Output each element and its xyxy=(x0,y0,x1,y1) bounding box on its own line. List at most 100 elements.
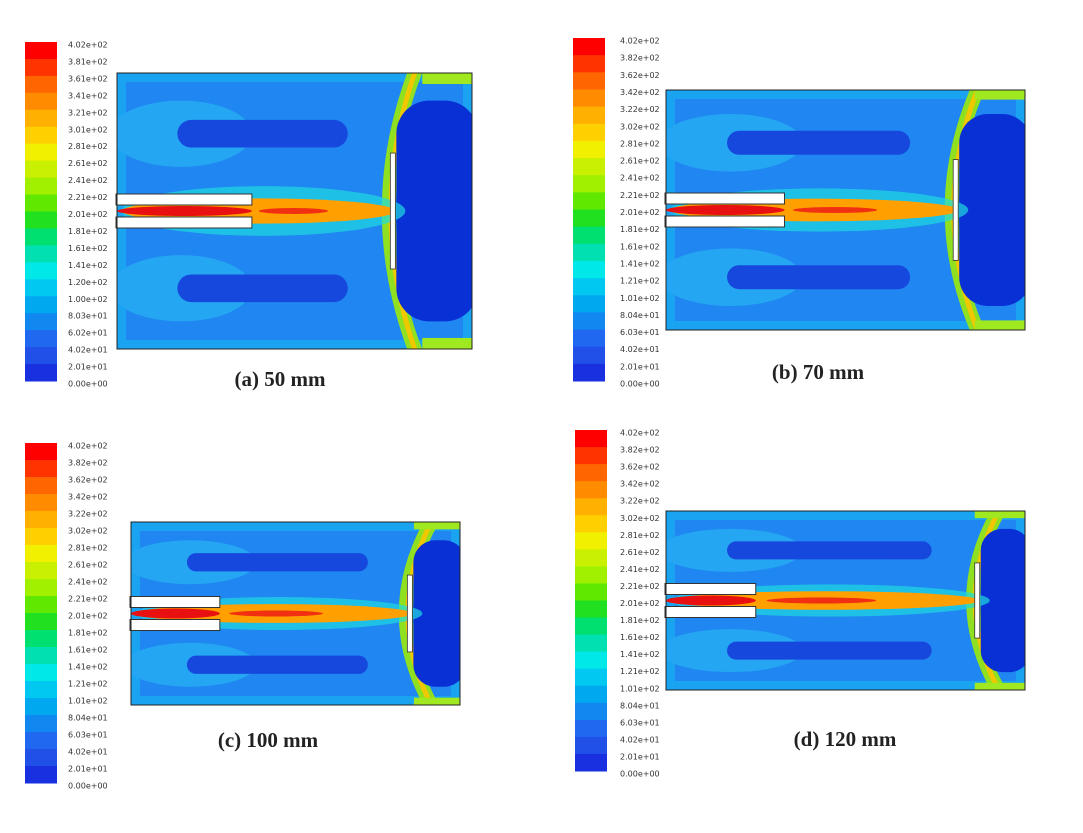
colorbar-band xyxy=(25,143,57,162)
colorbar-band xyxy=(575,617,607,636)
colorbar-label: 6.03e+01 xyxy=(68,731,108,740)
jet-core xyxy=(666,205,785,215)
colorbar-band xyxy=(575,549,607,567)
colorbar-band xyxy=(573,226,605,245)
colorbar-label: 3.82e+02 xyxy=(68,459,108,468)
colorbar-label: 2.61e+02 xyxy=(68,561,108,570)
colorbar-band xyxy=(25,443,57,461)
colorbar-label: 3.61e+02 xyxy=(68,74,108,83)
jet-core xyxy=(117,206,252,216)
colorbar-label: 8.04e+01 xyxy=(620,701,660,710)
colorbar-band xyxy=(25,494,57,512)
colorbar-band xyxy=(25,766,57,784)
plot-frame xyxy=(116,72,473,350)
colorbar-label: 2.61e+02 xyxy=(620,157,660,166)
jet-core xyxy=(229,610,323,617)
colorbar-label: 1.00e+02 xyxy=(68,295,108,304)
jet-core xyxy=(258,208,329,214)
colorbar-label: 2.01e+02 xyxy=(620,208,660,217)
colorbar-band xyxy=(575,600,607,619)
low-velocity-zone xyxy=(177,274,348,303)
colorbar-label: 2.81e+02 xyxy=(68,544,108,553)
colorbar-band xyxy=(25,228,57,246)
colorbar-band xyxy=(25,681,57,699)
colorbar-label: 6.03e+01 xyxy=(620,328,660,337)
low-velocity-zone xyxy=(727,541,932,560)
colorbar-label: 8.04e+01 xyxy=(68,714,108,723)
jet-core xyxy=(792,207,878,213)
colorbar-label: 3.42e+02 xyxy=(68,493,108,502)
colorbar-band xyxy=(25,211,57,229)
colorbar-band xyxy=(573,260,605,279)
panel: 4.02e+02 3.82e+02 3.62e+02 3.42e+02 3.22e+02… xyxy=(575,429,1026,779)
colorbar-band xyxy=(573,72,605,90)
colorbar-band xyxy=(25,545,57,563)
colorbar-label: 4.02e+02 xyxy=(620,429,660,438)
panel: 4.02e+02 3.82e+02 3.62e+02 3.42e+02 3.22e+02… xyxy=(573,37,1026,389)
low-velocity-zone xyxy=(727,265,911,290)
jet-core xyxy=(131,608,220,619)
jet-core xyxy=(766,597,877,604)
colorbar-band xyxy=(25,126,57,145)
colorbar-label: 1.01e+02 xyxy=(620,684,660,693)
colorbar-band xyxy=(25,109,57,128)
low-velocity-zone xyxy=(727,130,911,155)
colorbar-band xyxy=(25,528,57,546)
colorbar-label: 2.21e+02 xyxy=(68,595,108,604)
colorbar-band xyxy=(573,346,605,365)
panel: 4.02e+02 3.82e+02 3.62e+02 3.42e+02 3.22e+02… xyxy=(25,442,461,791)
colorbar-band xyxy=(573,192,605,210)
colorbar-band xyxy=(575,702,607,721)
colorbar-band xyxy=(573,312,605,331)
colorbar-label: 2.01e+01 xyxy=(620,362,660,371)
colorbar-label: 2.01e+01 xyxy=(68,363,108,372)
plate xyxy=(406,574,413,653)
colorbar-label: 2.41e+02 xyxy=(68,176,108,185)
colorbar-label: 3.41e+02 xyxy=(68,91,108,100)
impingement-zone xyxy=(413,540,460,687)
corner-jet xyxy=(974,511,1025,519)
colorbar-label: 2.61e+02 xyxy=(620,548,660,557)
nozzle-wall xyxy=(115,216,253,229)
colorbar-band xyxy=(575,566,607,584)
caption: (d) 120 mm xyxy=(794,727,897,751)
colorbar-label: 3.01e+02 xyxy=(68,125,108,134)
colorbar-band xyxy=(575,583,607,601)
colorbar-label: 3.02e+02 xyxy=(620,514,660,523)
colorbar-label: 2.01e+01 xyxy=(68,765,108,774)
panel: 4.02e+02 3.81e+02 3.61e+02 3.41e+02 3.21e+02… xyxy=(25,41,473,391)
colorbar-label: 2.01e+02 xyxy=(620,599,660,608)
colorbar-band xyxy=(573,55,605,73)
colorbar-label: 3.81e+02 xyxy=(68,57,108,66)
colorbar-band xyxy=(573,209,605,228)
colorbar-band xyxy=(573,295,605,313)
caption: (c) 100 mm xyxy=(218,728,319,752)
colorbar-label: 3.82e+02 xyxy=(620,54,660,63)
nozzle-wall xyxy=(664,606,757,618)
colorbar-band xyxy=(25,613,57,631)
colorbar-label: 3.22e+02 xyxy=(620,497,660,506)
colorbar-label: 3.21e+02 xyxy=(68,108,108,117)
colorbar-label: 4.02e+02 xyxy=(68,41,108,50)
colorbar-label: 3.02e+02 xyxy=(68,527,108,536)
colorbar-label: 1.61e+02 xyxy=(620,633,660,642)
colorbar-band xyxy=(25,511,57,529)
colorbar-label: 2.01e+01 xyxy=(620,752,660,761)
colorbar-label: 2.01e+02 xyxy=(68,612,108,621)
low-velocity-zone xyxy=(177,119,348,148)
colorbar-band xyxy=(575,447,607,465)
colorbar-band xyxy=(575,532,607,550)
corner-jet xyxy=(413,697,460,705)
impingement-zone xyxy=(980,528,1025,673)
plate xyxy=(389,152,396,270)
colorbar-band xyxy=(25,460,57,478)
colorbar-label: 4.02e+01 xyxy=(68,346,108,355)
colorbar-label: 3.22e+02 xyxy=(620,105,660,114)
colorbar-band xyxy=(25,194,57,212)
colorbar-band xyxy=(25,330,57,348)
colorbar-label: 6.03e+01 xyxy=(620,718,660,727)
plate xyxy=(952,159,959,261)
colorbar-label: 1.61e+02 xyxy=(68,244,108,253)
colorbar-label: 3.42e+02 xyxy=(620,480,660,489)
